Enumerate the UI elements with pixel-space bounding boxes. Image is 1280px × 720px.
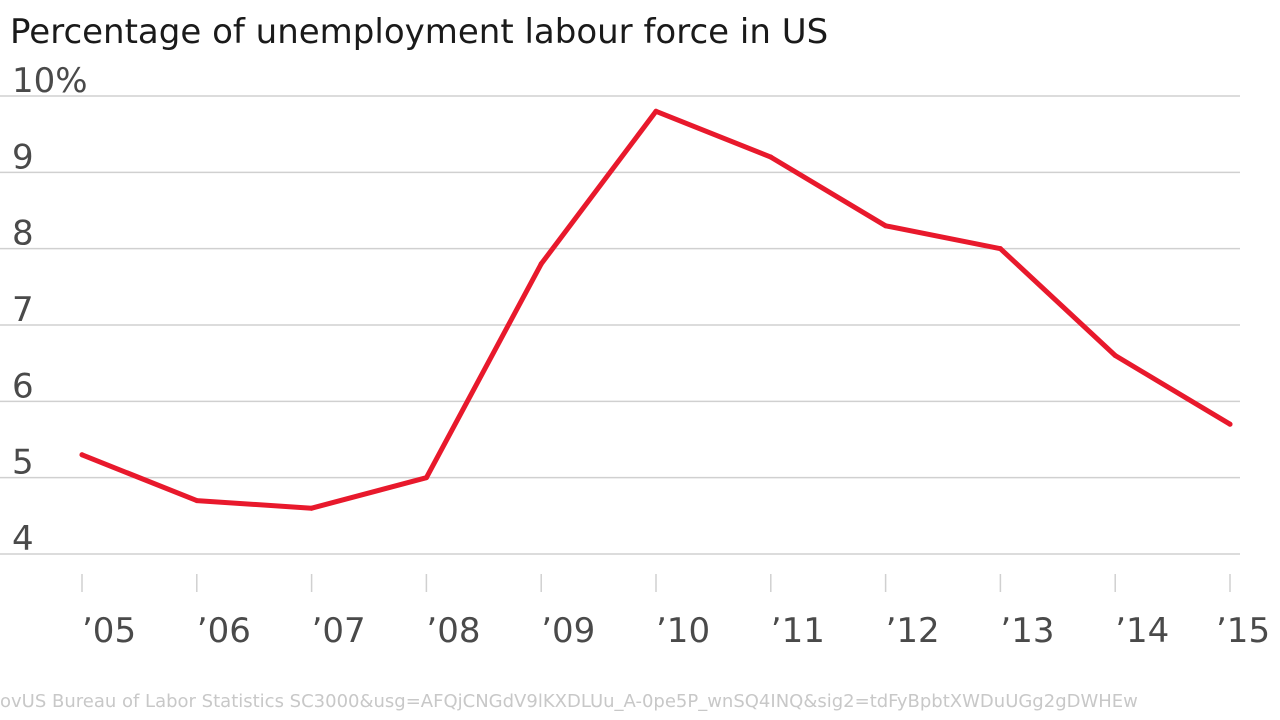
data-point [538,261,544,267]
x-tick-label: ’14 [1115,611,1169,651]
y-tick-label: 7 [12,290,34,330]
x-tick-label: ’05 [82,611,136,651]
y-tick-label: 5 [12,443,34,483]
source-text: ovUS Bureau of Labor Statistics SC3000&u… [0,691,1138,712]
x-tick-label: ’08 [426,611,480,651]
y-tick-label: 9 [12,137,34,177]
data-point [768,154,774,160]
series-layer [79,108,1233,511]
series-line-0 [79,108,1233,511]
data-point [423,475,429,481]
chart-title: Percentage of unemployment labour force … [10,12,829,52]
y-tick-label: 6 [12,366,34,406]
data-point [309,505,315,511]
x-tick-label: ’12 [886,611,940,651]
x-tick-label: ’07 [312,611,366,651]
x-tick-label: ’15 [1216,611,1270,651]
y-tick-label: 4 [12,519,34,559]
x-tick-label: ’13 [1000,611,1054,651]
x-tick-label: ’10 [656,611,710,651]
grid-lines [0,95,1240,555]
y-tick-labels: 4 5 6 7 8 9 10% [12,61,88,559]
data-point [79,452,85,458]
data-point [653,108,659,114]
data-point [1112,353,1118,359]
data-point [1227,421,1233,427]
data-point [194,498,200,504]
x-tick-label: ’06 [197,611,251,651]
y-tick-label: 10% [12,61,88,101]
x-tick-label: ’11 [771,611,825,651]
x-ticks: ’05 ’06 ’07 ’08 ’09 ’10 ’11 ’12 ’13 ’14 ’15 [81,574,1270,651]
x-tick-label: ’09 [541,611,595,651]
data-point [997,246,1003,252]
y-tick-label: 8 [12,214,34,254]
data-point [883,223,889,229]
